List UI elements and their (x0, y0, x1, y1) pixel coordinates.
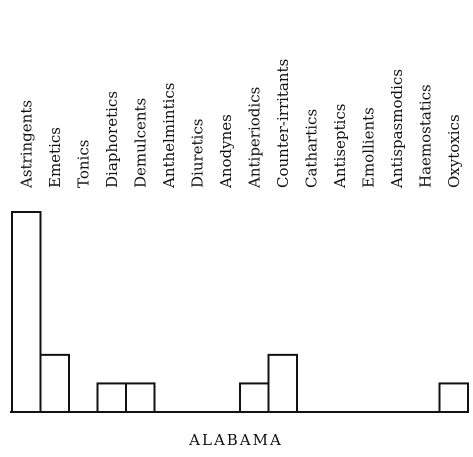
category-label-haemostatics: Haemostatics (416, 84, 434, 188)
category-label-emollients: Emollients (359, 107, 377, 188)
bar-astringents (11, 211, 42, 413)
bar-demulcents (125, 382, 156, 413)
category-labels: Astringents Emetics Tonics Diaphoretics Demu… (17, 59, 463, 189)
category-label-counter-irritants: Counter-irritants (274, 59, 292, 188)
bar-oxytoxics (438, 382, 469, 413)
category-label-diaphoretics: Diaphoretics (103, 91, 121, 188)
category-label-tonics: Tonics (74, 140, 92, 188)
bar-emetics (39, 353, 70, 414)
category-label-antiperiodics: Antiperiodics (245, 87, 263, 189)
bar-counter-irritants (267, 353, 298, 414)
category-label-demulcents: Demulcents (131, 98, 149, 188)
category-label-cathartics: Cathartics (302, 109, 320, 188)
bar-diaphoretics (96, 382, 127, 413)
category-label-oxytoxics: Oxytoxics (445, 114, 463, 188)
category-label-anodynes: Anodynes (217, 114, 235, 189)
category-label-diuretics: Diuretics (188, 119, 206, 188)
chart-title: ALABAMA (188, 431, 283, 449)
category-label-anthelmintics: Anthelmintics (160, 83, 178, 189)
category-label-antispasmodics: Antispasmodics (388, 69, 406, 189)
bar-antiperiodics (239, 382, 270, 413)
category-label-emetics: Emetics (46, 127, 64, 188)
category-label-antiseptics: Antiseptics (331, 104, 349, 189)
bars (11, 211, 469, 414)
category-label-astringents: Astringents (17, 100, 35, 189)
